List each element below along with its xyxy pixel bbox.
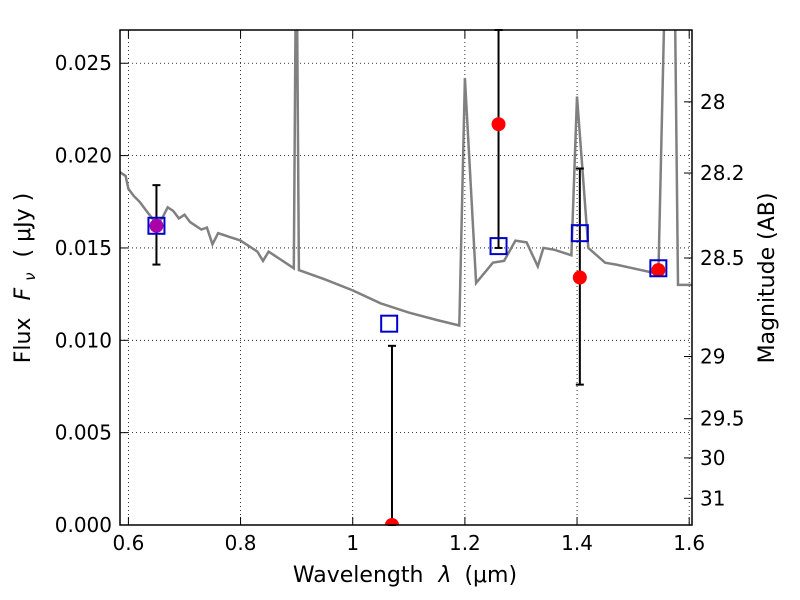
x-tick-label: 1	[346, 531, 359, 555]
y-axis-label-symbol: F	[11, 287, 36, 300]
x-axis-label-main: Wavelength	[293, 563, 424, 588]
y2-tick-label: 29	[700, 345, 725, 369]
y2-tick-label: 30	[700, 446, 725, 470]
model-photometry-square	[570, 224, 589, 243]
y-axis-label-subscript: ν	[21, 272, 39, 280]
x-axis-label-symbol: λ	[437, 563, 451, 588]
x-tick-label: 0.8	[225, 531, 257, 555]
y-tick-label: 0.005	[55, 421, 112, 445]
model-photometry-square	[147, 216, 166, 235]
x-tick-label: 1.6	[673, 531, 705, 555]
observed-point	[384, 518, 399, 525]
x-axis-label: Wavelength λ (μm)	[293, 563, 517, 588]
y-tick-label: 0.000	[55, 513, 112, 537]
observed-point	[572, 270, 587, 285]
y2-tick-label: 29.5	[700, 407, 745, 431]
y-tick-label: 0.020	[55, 144, 112, 168]
y2-tick-label: 28	[700, 90, 725, 114]
x-tick-label: 0.6	[113, 531, 145, 555]
y-axis-label-unit: ( μJy )	[11, 193, 36, 258]
observed-point	[651, 263, 666, 278]
x-axis-label-unit: (μm)	[464, 563, 517, 588]
y-tick-label: 0.025	[55, 51, 112, 75]
model-photometry-square	[489, 237, 508, 256]
model-photometry-square	[649, 259, 668, 278]
data-points	[147, 117, 668, 525]
y-tick-label: 0.015	[55, 236, 112, 260]
model-photometry-square	[380, 314, 399, 333]
x-tick-label: 1.2	[449, 531, 481, 555]
plot-frame	[119, 29, 693, 526]
observed-point	[491, 117, 506, 132]
model-sed-curve-group	[120, 30, 692, 328]
y-axis-label: Flux F ν ( μJy )	[11, 193, 41, 363]
y-axis-label-main: Flux	[11, 317, 36, 363]
x-tick-label: 1.4	[561, 531, 593, 555]
observed-point	[149, 218, 164, 233]
axis-ticks: 0.6 0.8 1 1.2 1.4 1.6 0.000 0.005 0.010 0.015 0.02…	[55, 30, 745, 555]
y2-axis-label: Magnitude (AB)	[755, 193, 780, 364]
y2-tick-label: 31	[700, 486, 725, 510]
y2-tick-label: 28.2	[700, 161, 745, 185]
grid-lines	[120, 30, 692, 526]
model-sed-curve	[120, 30, 692, 328]
y-tick-label: 0.010	[55, 328, 112, 352]
y2-tick-label: 28.5	[700, 246, 745, 270]
